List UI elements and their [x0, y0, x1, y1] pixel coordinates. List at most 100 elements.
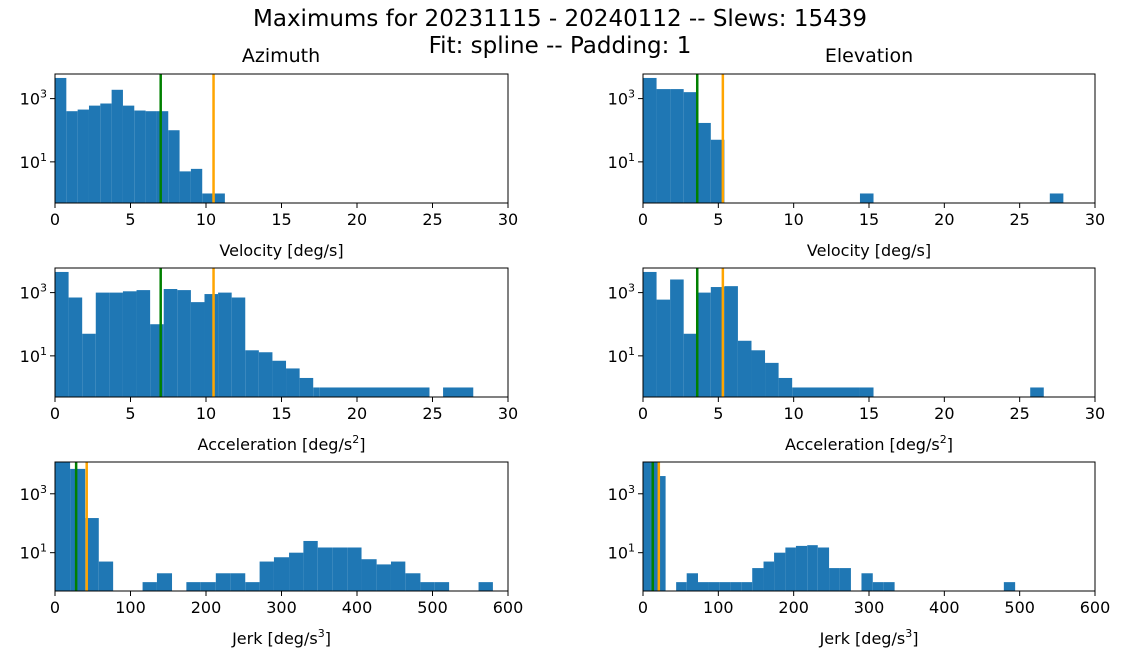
azimuth-velocity-xtick-label: 30: [498, 210, 518, 229]
elevation-jerk-bar: [676, 582, 687, 591]
elevation-acceleration-ytick-label: 103: [608, 282, 635, 303]
elevation-acceleration-bar: [683, 333, 698, 397]
azimuth-velocity-bar: [202, 193, 214, 203]
elevation-velocity-bar: [643, 77, 657, 203]
azimuth-acceleration-xtick-label: 5: [125, 404, 135, 423]
azimuth-acceleration-bar: [319, 387, 430, 397]
azimuth-acceleration-bar: [55, 271, 69, 397]
azimuth-velocity-bar: [111, 89, 123, 203]
azimuth-acceleration-bar: [272, 360, 287, 397]
azimuth-acceleration-bar: [258, 352, 273, 397]
azimuth-velocity-bar: [156, 111, 169, 203]
elevation-jerk-axes-frame: [642, 461, 1096, 592]
elevation-velocity-ytick-label: 103: [608, 88, 635, 109]
azimuth-jerk-bar: [361, 559, 377, 591]
azimuth-acceleration-xtick-label: 25: [422, 404, 442, 423]
azimuth-jerk-bar: [478, 582, 493, 591]
elevation-velocity-xtick-label: 20: [934, 210, 954, 229]
azimuth-velocity-bar: [168, 130, 180, 203]
azimuth-velocity-xtick-label: 10: [196, 210, 216, 229]
elevation-jerk-ytick-label: 101: [608, 542, 635, 563]
azimuth-jerk-bar: [55, 462, 71, 591]
elevation-acceleration-xtick-label: 0: [638, 404, 648, 423]
azimuth-jerk-bar: [85, 518, 99, 591]
azimuth-velocity-bar: [145, 111, 157, 203]
elevation-velocity-xtick-label: 5: [713, 210, 723, 229]
azimuth-acceleration-bar: [163, 289, 178, 397]
azimuth-acceleration-bar: [82, 333, 96, 397]
azimuth-jerk-bar: [70, 468, 86, 591]
azimuth-jerk-bar: [98, 561, 114, 591]
elevation-jerk-xtick-label: 500: [1004, 598, 1035, 617]
elevation-velocity-xlabel: Velocity [deg/s]: [807, 241, 931, 260]
elevation-velocity-bar: [710, 139, 725, 203]
azimuth-jerk-bar: [245, 582, 260, 591]
azimuth-jerk-ytick-label: 101: [20, 542, 47, 563]
azimuth-acceleration-xtick-label: 15: [271, 404, 291, 423]
elevation-acceleration-bar: [710, 287, 725, 397]
elevation-velocity-xtick-label: 30: [1085, 210, 1105, 229]
azimuth-acceleration-bar: [68, 297, 83, 397]
elevation-jerk-bar: [774, 552, 786, 591]
azimuth-jerk-bar: [259, 561, 274, 591]
elevation-acceleration-bar: [859, 387, 874, 397]
azimuth-velocity-bar: [213, 193, 225, 203]
azimuth-velocity-xtick-label: 15: [271, 210, 291, 229]
elevation-jerk-xtick-label: 100: [703, 598, 734, 617]
azimuth-jerk-bar: [186, 582, 201, 591]
elevation-jerk-bar: [708, 582, 720, 591]
elevation-acceleration-bar: [751, 350, 766, 397]
elevation-acceleration-bar: [1030, 387, 1044, 397]
azimuth-acceleration-bar: [313, 387, 320, 397]
azimuth-jerk-xtick-label: 600: [493, 598, 524, 617]
elevation-jerk-bar: [795, 545, 808, 591]
azimuth-velocity-bar: [122, 105, 135, 203]
azimuth-jerk-bar: [142, 582, 157, 591]
azimuth-acceleration-xlabel: Acceleration [deg/s2]: [198, 433, 366, 454]
elevation-jerk-xtick-label: 200: [778, 598, 809, 617]
elevation-acceleration-bar: [792, 387, 860, 397]
figure-subtitle: Fit: spline -- Padding: 1: [429, 33, 692, 59]
azimuth-velocity-bar: [100, 103, 112, 203]
elevation-velocity-ytick-label: 101: [608, 151, 635, 172]
azimuth-jerk-xlabel: Jerk [deg/s3]: [231, 627, 331, 648]
elevation-jerk-bar: [872, 582, 884, 591]
azimuth-acceleration-bar: [95, 292, 110, 397]
azimuth-jerk-xtick-label: 100: [115, 598, 146, 617]
azimuth-acceleration-bar: [109, 292, 123, 397]
elevation-acceleration-xtick-label: 5: [713, 404, 723, 423]
elevation-velocity-xtick-label: 0: [638, 210, 648, 229]
azimuth-jerk-xtick-label: 500: [417, 598, 448, 617]
azimuth-jerk-bar: [215, 573, 231, 591]
azimuth-acceleration-xtick-label: 20: [347, 404, 367, 423]
elevation-acceleration-xtick-label: 20: [934, 404, 954, 423]
elevation-jerk-xlabel: Jerk [deg/s3]: [819, 627, 919, 648]
elevation-jerk-bar: [658, 476, 666, 591]
azimuth-acceleration-ytick-label: 101: [20, 345, 47, 366]
elevation-acceleration-xlabel: Acceleration [deg/s2]: [785, 433, 953, 454]
azimuth-velocity-ytick-label: 101: [20, 151, 47, 172]
elevation-acceleration-bar: [643, 271, 657, 397]
azimuth-jerk-bar: [420, 582, 435, 591]
elevation-jerk-bar: [883, 582, 895, 591]
azimuth-acceleration-xtick-label: 0: [50, 404, 60, 423]
azimuth-jerk-bar: [317, 547, 333, 591]
azimuth-velocity-bar: [179, 171, 191, 203]
azimuth-jerk-bar: [347, 547, 362, 591]
elevation-acceleration-bar: [697, 292, 711, 397]
elevation-acceleration-bar: [765, 362, 779, 397]
azimuth-acceleration-ytick-label: 103: [20, 282, 47, 303]
elevation-acceleration-xtick-label: 25: [1009, 404, 1029, 423]
elevation-jerk-xtick-label: 600: [1080, 598, 1111, 617]
azimuth-velocity-ytick-label: 103: [20, 88, 47, 109]
azimuth-jerk-bar: [303, 540, 318, 591]
elevation-velocity-bar: [656, 89, 671, 203]
elevation-column-title: Elevation: [825, 45, 913, 67]
azimuth-jerk-bar: [200, 582, 216, 591]
azimuth-acceleration-bar: [286, 368, 300, 397]
azimuth-velocity-xtick-label: 0: [50, 210, 60, 229]
elevation-acceleration-ytick-label: 101: [608, 345, 635, 366]
azimuth-velocity-xlabel: Velocity [deg/s]: [219, 241, 343, 260]
azimuth-velocity-bar: [77, 109, 89, 203]
